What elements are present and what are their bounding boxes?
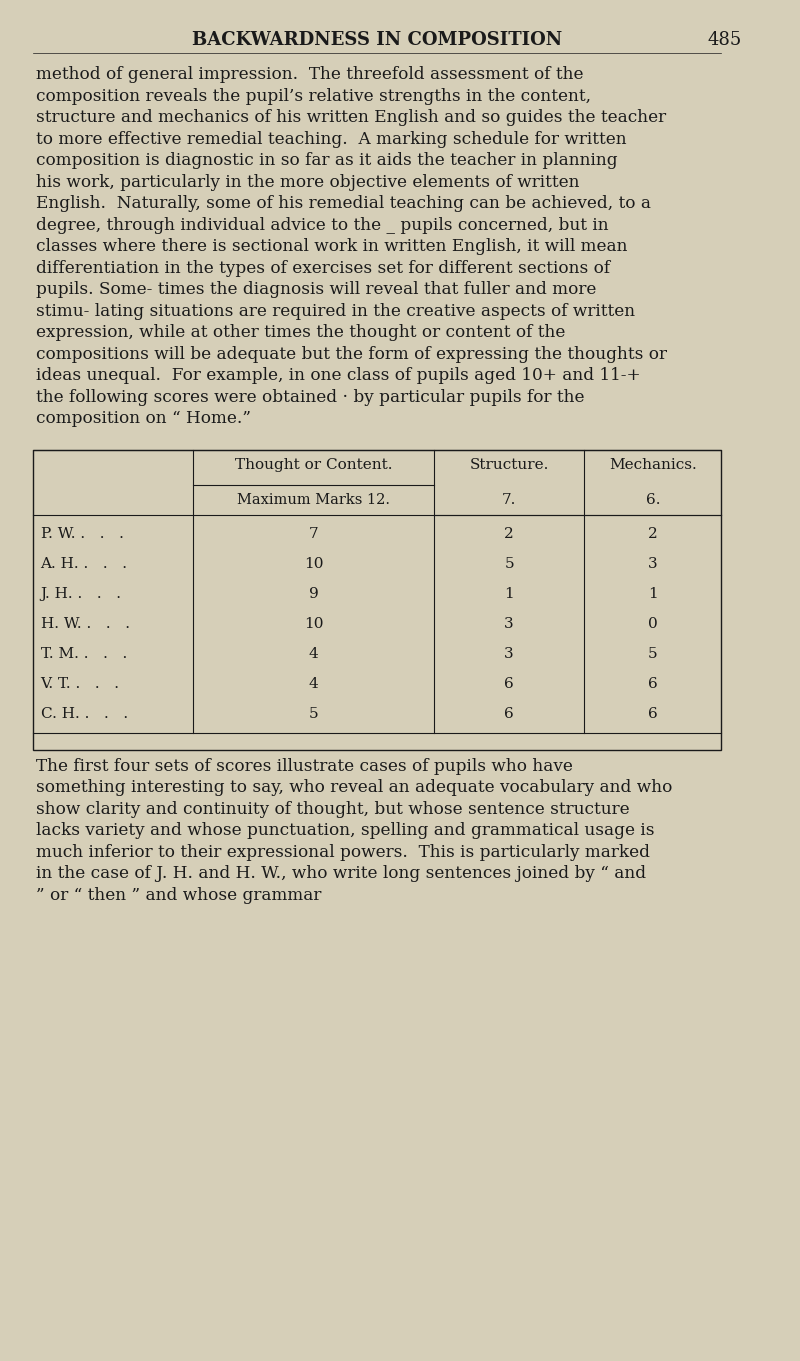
Text: Structure.: Structure.	[470, 457, 549, 471]
Text: 7: 7	[309, 527, 318, 540]
Text: lacks variety and whose punctuation, spelling and grammatical usage is: lacks variety and whose punctuation, spe…	[36, 822, 654, 838]
Text: his work, particularly in the more objective elements of written: his work, particularly in the more objec…	[36, 173, 579, 191]
Text: expression, while at other times the thought or content of the: expression, while at other times the tho…	[36, 324, 565, 342]
Text: 9: 9	[309, 587, 318, 600]
Text: Mechanics.: Mechanics.	[609, 457, 697, 471]
Text: 6: 6	[504, 706, 514, 720]
Text: C. H. .   .   .: C. H. . . .	[41, 706, 128, 720]
Text: 6: 6	[648, 676, 658, 690]
Text: V. T. .   .   .: V. T. . . .	[41, 676, 119, 690]
Text: 3: 3	[648, 557, 658, 570]
Text: 4: 4	[309, 676, 318, 690]
Text: The first four sets of scores illustrate cases of pupils who have: The first four sets of scores illustrate…	[36, 758, 573, 774]
Text: 5: 5	[648, 646, 658, 660]
Text: pupils. Some- times the diagnosis will reveal that fuller and more: pupils. Some- times the diagnosis will r…	[36, 280, 596, 298]
Text: stimu- lating situations are required in the creative aspects of written: stimu- lating situations are required in…	[36, 302, 635, 320]
Text: H. W. .   .   .: H. W. . . .	[41, 617, 130, 630]
Text: 2: 2	[504, 527, 514, 540]
Text: 6: 6	[648, 706, 658, 720]
Text: Maximum Marks 12.: Maximum Marks 12.	[237, 493, 390, 506]
Text: much inferior to their expressional powers.  This is particularly marked: much inferior to their expressional powe…	[36, 844, 650, 860]
Text: 3: 3	[504, 646, 514, 660]
Text: 1: 1	[504, 587, 514, 600]
Text: composition is diagnostic in so far as it aids the teacher in planning: composition is diagnostic in so far as i…	[36, 152, 618, 169]
Text: A. H. .   .   .: A. H. . . .	[41, 557, 127, 570]
Text: differentiation in the types of exercises set for different sections of: differentiation in the types of exercise…	[36, 260, 610, 276]
Text: in the case of J. H. and H. W., who write long sentences joined by “ and: in the case of J. H. and H. W., who writ…	[36, 866, 646, 882]
Text: 2: 2	[648, 527, 658, 540]
Text: compositions will be adequate but the form of expressing the thoughts or: compositions will be adequate but the fo…	[36, 346, 667, 362]
Text: composition reveals the pupil’s relative strengths in the content,: composition reveals the pupil’s relative…	[36, 87, 591, 105]
Text: T. M. .   .   .: T. M. . . .	[41, 646, 126, 660]
Text: ideas unequal.  For example, in one class of pupils aged 10+ and 11-+: ideas unequal. For example, in one class…	[36, 367, 641, 384]
Text: 6.: 6.	[646, 493, 660, 506]
Text: structure and mechanics of his written English and so guides the teacher: structure and mechanics of his written E…	[36, 109, 666, 127]
Text: 7.: 7.	[502, 493, 516, 506]
Text: to more effective remedial teaching.  A marking schedule for written: to more effective remedial teaching. A m…	[36, 131, 626, 147]
Text: 10: 10	[304, 557, 323, 570]
Text: 0: 0	[648, 617, 658, 630]
Text: 6: 6	[504, 676, 514, 690]
Text: J. H. .   .   .: J. H. . . .	[41, 587, 122, 600]
Text: 5: 5	[504, 557, 514, 570]
Text: 1: 1	[648, 587, 658, 600]
Text: 5: 5	[309, 706, 318, 720]
Text: BACKWARDNESS IN COMPOSITION: BACKWARDNESS IN COMPOSITION	[192, 31, 562, 49]
Text: degree, through individual advice to the _ pupils concerned, but in: degree, through individual advice to the…	[36, 216, 609, 234]
Text: English.  Naturally, some of his remedial teaching can be achieved, to a: English. Naturally, some of his remedial…	[36, 195, 651, 212]
Text: something interesting to say, who reveal an adequate vocabulary and who: something interesting to say, who reveal…	[36, 778, 672, 796]
Text: composition on “ Home.”: composition on “ Home.”	[36, 410, 251, 427]
Text: method of general impression.  The threefold assessment of the: method of general impression. The threef…	[36, 65, 583, 83]
Text: 4: 4	[309, 646, 318, 660]
Text: P. W. .   .   .: P. W. . . .	[41, 527, 123, 540]
Text: ” or “ then ” and whose grammar: ” or “ then ” and whose grammar	[36, 886, 321, 904]
Text: 10: 10	[304, 617, 323, 630]
Text: classes where there is sectional work in written English, it will mean: classes where there is sectional work in…	[36, 238, 627, 255]
Text: 485: 485	[707, 31, 742, 49]
Text: 3: 3	[504, 617, 514, 630]
Bar	[33, 449, 721, 750]
Text: show clarity and continuity of thought, but whose sentence structure: show clarity and continuity of thought, …	[36, 800, 630, 818]
Text: Thought or Content.: Thought or Content.	[234, 457, 392, 471]
Text: the following scores were obtained · by particular pupils for the: the following scores were obtained · by …	[36, 388, 584, 406]
